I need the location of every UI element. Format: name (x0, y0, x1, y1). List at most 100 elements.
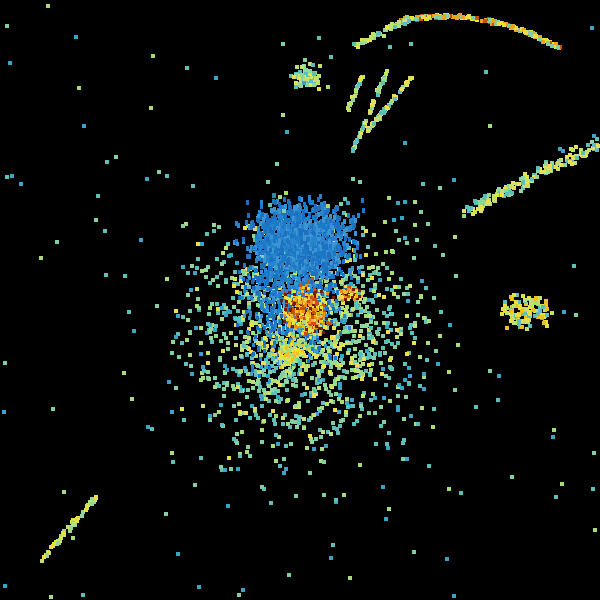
echo-cell (426, 341, 430, 345)
echo-cell (146, 425, 150, 429)
echo-cell (308, 328, 311, 331)
echo-cell (299, 345, 302, 348)
echo-cell (328, 283, 331, 288)
echo-cell (341, 222, 344, 227)
echo-cell (237, 319, 241, 323)
echo-cell (312, 207, 315, 212)
echo-cell (181, 265, 185, 269)
echo-cell (434, 349, 438, 353)
echo-cell (272, 290, 275, 294)
echo-cell (360, 372, 364, 376)
echo-cell (488, 124, 492, 128)
echo-cell (245, 310, 248, 314)
echo-cell (259, 353, 263, 357)
echo-cell (301, 350, 304, 353)
echo-cell (269, 248, 272, 252)
echo-cell (525, 175, 529, 179)
echo-cell (290, 302, 293, 305)
echo-cell (281, 364, 284, 367)
echo-cell (260, 270, 263, 274)
echo-cell (390, 342, 394, 346)
echo-cell (592, 451, 596, 455)
echo-cell (447, 370, 451, 374)
echo-cell (590, 140, 594, 144)
echo-cell (281, 248, 284, 252)
echo-cell (328, 359, 332, 363)
echo-cell (370, 362, 374, 366)
echo-cell (291, 325, 294, 328)
echo-cell (278, 202, 281, 207)
echo-cell (276, 282, 279, 286)
echo-cell (329, 287, 332, 291)
echo-cell (306, 312, 309, 315)
echo-cell (340, 315, 344, 319)
echo-cell (251, 380, 255, 384)
echo-cell (249, 350, 253, 354)
echo-cell (404, 395, 408, 399)
echo-cell (309, 307, 312, 310)
echo-cell (343, 314, 346, 318)
echo-cell (295, 65, 299, 69)
echo-cell (344, 285, 347, 288)
echo-cell (329, 399, 333, 403)
echo-cell (306, 316, 309, 319)
echo-cell (180, 407, 184, 411)
echo-cell (318, 409, 322, 413)
echo-cell (283, 314, 286, 317)
echo-cell (322, 331, 325, 334)
echo-cell (386, 446, 390, 450)
echo-cell (51, 407, 55, 411)
echo-cell (314, 316, 317, 319)
echo-cell (286, 266, 289, 270)
echo-cell (342, 330, 346, 334)
echo-cell (301, 293, 304, 296)
echo-cell (278, 218, 281, 223)
echo-cell (298, 265, 301, 270)
echo-cell (237, 300, 241, 304)
echo-cell (320, 318, 323, 321)
echo-cell (94, 495, 98, 499)
echo-cell (317, 237, 320, 241)
echo-cell (309, 262, 312, 267)
echo-cell (279, 397, 283, 401)
echo-cell (261, 254, 265, 258)
echo-cell (260, 397, 264, 401)
echo-cell (299, 231, 302, 236)
echo-cell (171, 460, 175, 464)
echo-cell (240, 430, 244, 434)
echo-cell (279, 281, 282, 285)
echo-cell (298, 295, 301, 298)
echo-cell (475, 16, 479, 20)
echo-cell (292, 356, 295, 359)
echo-cell (226, 242, 230, 246)
echo-cell (247, 332, 250, 336)
echo-cell (323, 325, 327, 329)
echo-cell (284, 296, 287, 299)
echo-cell (317, 212, 320, 217)
echo-cell (319, 308, 322, 311)
echo-cell (283, 221, 286, 226)
echo-cell (320, 350, 324, 354)
echo-cell (242, 272, 246, 276)
echo-cell (199, 456, 203, 460)
echo-cell (332, 219, 335, 224)
echo-cell (524, 307, 528, 311)
echo-cell (265, 297, 268, 301)
echo-cell (261, 286, 264, 290)
echo-cell (358, 289, 361, 292)
echo-cell (409, 414, 413, 418)
echo-cell (297, 339, 300, 342)
echo-cell (318, 317, 321, 320)
echo-cell (347, 108, 351, 112)
echo-cell (260, 428, 264, 432)
echo-cell (510, 475, 514, 479)
echo-cell (381, 334, 385, 338)
echo-cell (258, 257, 261, 261)
echo-cell (299, 260, 302, 264)
echo-cell (405, 241, 409, 245)
echo-cell (277, 300, 280, 304)
echo-cell (400, 87, 404, 91)
echo-cell (340, 354, 344, 358)
echo-cell (386, 321, 390, 325)
echo-cell (297, 328, 301, 332)
